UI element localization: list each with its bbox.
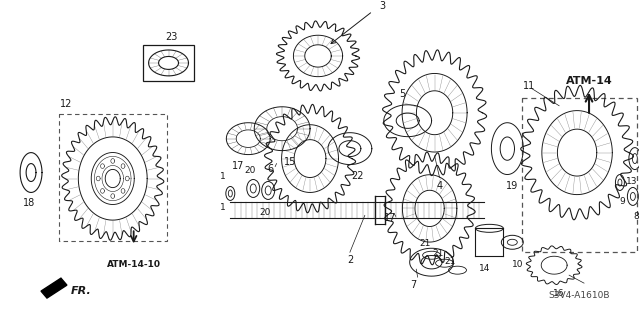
Text: 17: 17 xyxy=(232,160,244,171)
Text: 11: 11 xyxy=(523,81,536,91)
Text: 20: 20 xyxy=(244,166,256,174)
Text: 19: 19 xyxy=(506,181,518,190)
Text: S3V4-A1610B: S3V4-A1610B xyxy=(548,291,610,300)
Polygon shape xyxy=(41,278,67,298)
Text: 9: 9 xyxy=(619,197,625,206)
Text: ATM-14: ATM-14 xyxy=(566,76,612,86)
Text: 4: 4 xyxy=(436,181,443,190)
Text: 3: 3 xyxy=(380,1,386,11)
Text: 5: 5 xyxy=(399,89,406,99)
Text: 1: 1 xyxy=(220,173,225,182)
Text: 7: 7 xyxy=(410,280,417,290)
Text: 16: 16 xyxy=(554,289,565,298)
Text: 17: 17 xyxy=(383,213,396,223)
Text: 10: 10 xyxy=(511,260,523,269)
Text: 23: 23 xyxy=(165,32,178,42)
Text: 14: 14 xyxy=(479,264,490,273)
Text: ATM-14-10: ATM-14-10 xyxy=(107,260,161,269)
Text: 21: 21 xyxy=(419,239,430,248)
Text: 21: 21 xyxy=(445,257,456,266)
Text: 21: 21 xyxy=(432,249,444,258)
Text: 6: 6 xyxy=(267,164,273,174)
Text: 20: 20 xyxy=(259,208,271,218)
Text: 15: 15 xyxy=(284,157,296,167)
Text: 13: 13 xyxy=(626,176,637,186)
Text: 2: 2 xyxy=(347,255,353,265)
Text: 8: 8 xyxy=(633,212,639,221)
Text: 22: 22 xyxy=(351,171,364,181)
Text: 12: 12 xyxy=(60,99,72,109)
Text: 18: 18 xyxy=(23,198,35,208)
Text: FR.: FR. xyxy=(71,286,92,296)
Text: 1: 1 xyxy=(220,204,225,212)
